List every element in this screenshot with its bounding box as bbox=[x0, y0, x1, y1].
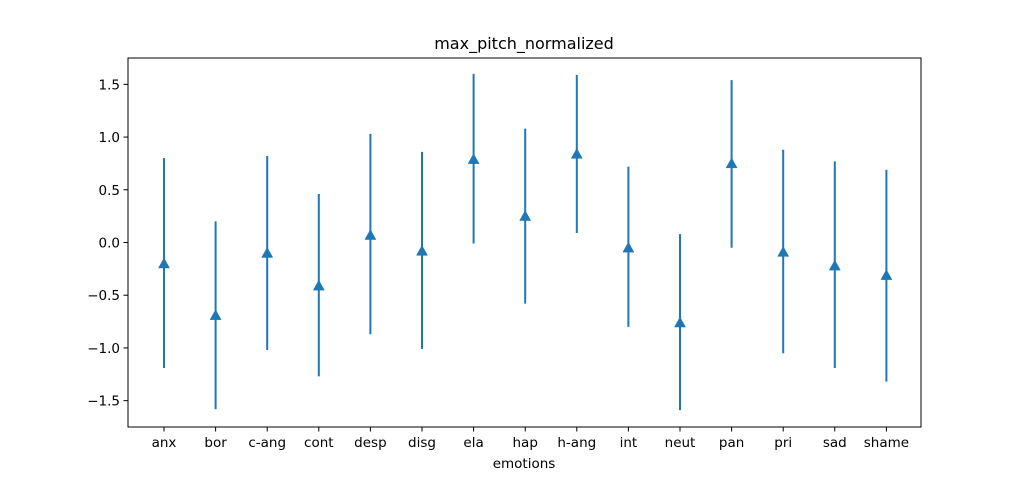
x-tick-label: bor bbox=[204, 435, 227, 451]
x-tick-label: desp bbox=[354, 435, 386, 451]
x-tick-label: int bbox=[620, 435, 638, 451]
x-tick-label: h-ang bbox=[557, 435, 596, 451]
x-tick-label: c-ang bbox=[248, 435, 286, 451]
x-tick-label: anx bbox=[152, 435, 177, 451]
data-point-sad bbox=[828, 259, 841, 271]
data-point-c-ang bbox=[261, 247, 274, 258]
data-point-cont bbox=[312, 279, 325, 291]
x-tick-label: disg bbox=[408, 435, 436, 451]
x-tick-label: cont bbox=[304, 435, 334, 451]
y-tick-label: 1.0 bbox=[99, 130, 120, 146]
y-axis: −1.5 −1.0 −0.5 0.0 0.5 1.0 1.5 bbox=[87, 77, 128, 410]
y-tick-label: 0.0 bbox=[99, 236, 120, 252]
y-tick-label: −0.5 bbox=[87, 288, 120, 304]
y-tick-label: 1.5 bbox=[99, 77, 120, 93]
data-point-bor bbox=[209, 309, 222, 320]
data-point-shame bbox=[880, 269, 893, 280]
data-point-disg bbox=[416, 244, 428, 256]
x-tick-label: shame bbox=[864, 435, 909, 451]
plot-frame bbox=[127, 57, 922, 428]
data-layer bbox=[158, 73, 893, 411]
x-tick-label: sad bbox=[823, 435, 847, 451]
x-axis-label: emotions bbox=[493, 456, 556, 472]
y-tick-label: −1.5 bbox=[87, 394, 120, 410]
data-point-anx bbox=[158, 257, 170, 269]
data-point-int bbox=[622, 241, 635, 253]
x-tick-label: pan bbox=[719, 435, 744, 451]
x-tick-label: ela bbox=[463, 435, 483, 451]
x-axis: anx bor c-ang cont desp disg ela hap h-ang int neu… bbox=[152, 427, 909, 451]
x-tick-label: pri bbox=[774, 435, 792, 451]
x-tick-label: neut bbox=[665, 435, 696, 451]
data-point-pan bbox=[725, 157, 738, 169]
y-tick-label: 0.5 bbox=[99, 183, 120, 199]
data-point-h-ang bbox=[570, 147, 583, 159]
data-point-ela bbox=[467, 153, 480, 164]
data-point-desp bbox=[364, 229, 377, 240]
data-point-neut bbox=[674, 316, 686, 328]
x-tick-label: hap bbox=[512, 435, 537, 451]
data-point-hap bbox=[519, 210, 532, 221]
chart-title: max_pitch_normalized bbox=[434, 34, 614, 54]
y-tick-label: −1.0 bbox=[87, 341, 120, 357]
data-point-pri bbox=[777, 245, 790, 257]
